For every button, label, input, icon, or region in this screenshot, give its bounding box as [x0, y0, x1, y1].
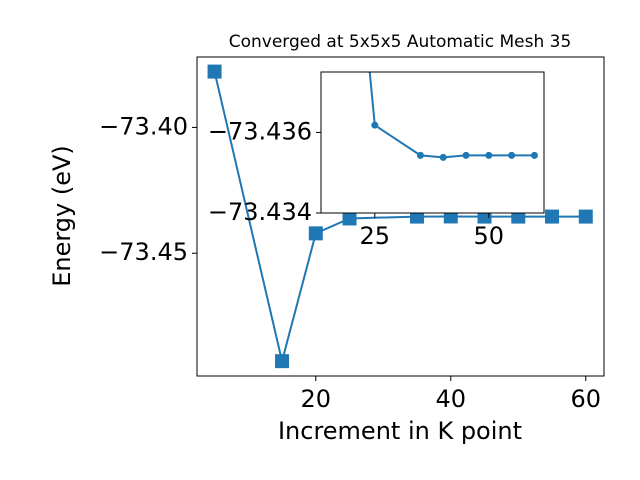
line — [368, 72, 535, 159]
marker — [462, 151, 470, 159]
y-tick-label: −73.436 — [208, 117, 312, 145]
marker — [207, 64, 222, 79]
marker — [485, 151, 493, 159]
x-tick-label: 40 — [436, 385, 467, 413]
x-axis-label: Increment in K point — [278, 417, 522, 445]
marker — [578, 209, 593, 224]
y-tick-label: −73.45 — [99, 238, 188, 266]
line — [213, 71, 586, 362]
marker — [439, 153, 447, 161]
x-tick-label: 60 — [571, 385, 602, 413]
x-tick-label: 25 — [360, 222, 391, 250]
marker — [342, 211, 357, 226]
y-tick-label: −73.434 — [208, 198, 312, 226]
y-tick-label: −73.40 — [99, 112, 188, 140]
marker — [275, 354, 290, 369]
axes-frame — [320, 71, 545, 214]
marker — [545, 209, 560, 224]
marker — [308, 226, 323, 241]
axes-frame — [196, 56, 605, 377]
chart-title: Converged at 5x5x5 Automatic Mesh 35 — [229, 32, 572, 52]
plot-area — [368, 72, 538, 161]
inset-background — [321, 72, 544, 213]
marker — [508, 151, 516, 159]
x-tick-label: 50 — [474, 222, 505, 250]
x-tick-label: 20 — [301, 385, 332, 413]
y-axis-label: Energy (eV) — [48, 145, 76, 287]
marker — [530, 151, 538, 159]
marker — [416, 151, 424, 159]
marker — [371, 121, 379, 129]
